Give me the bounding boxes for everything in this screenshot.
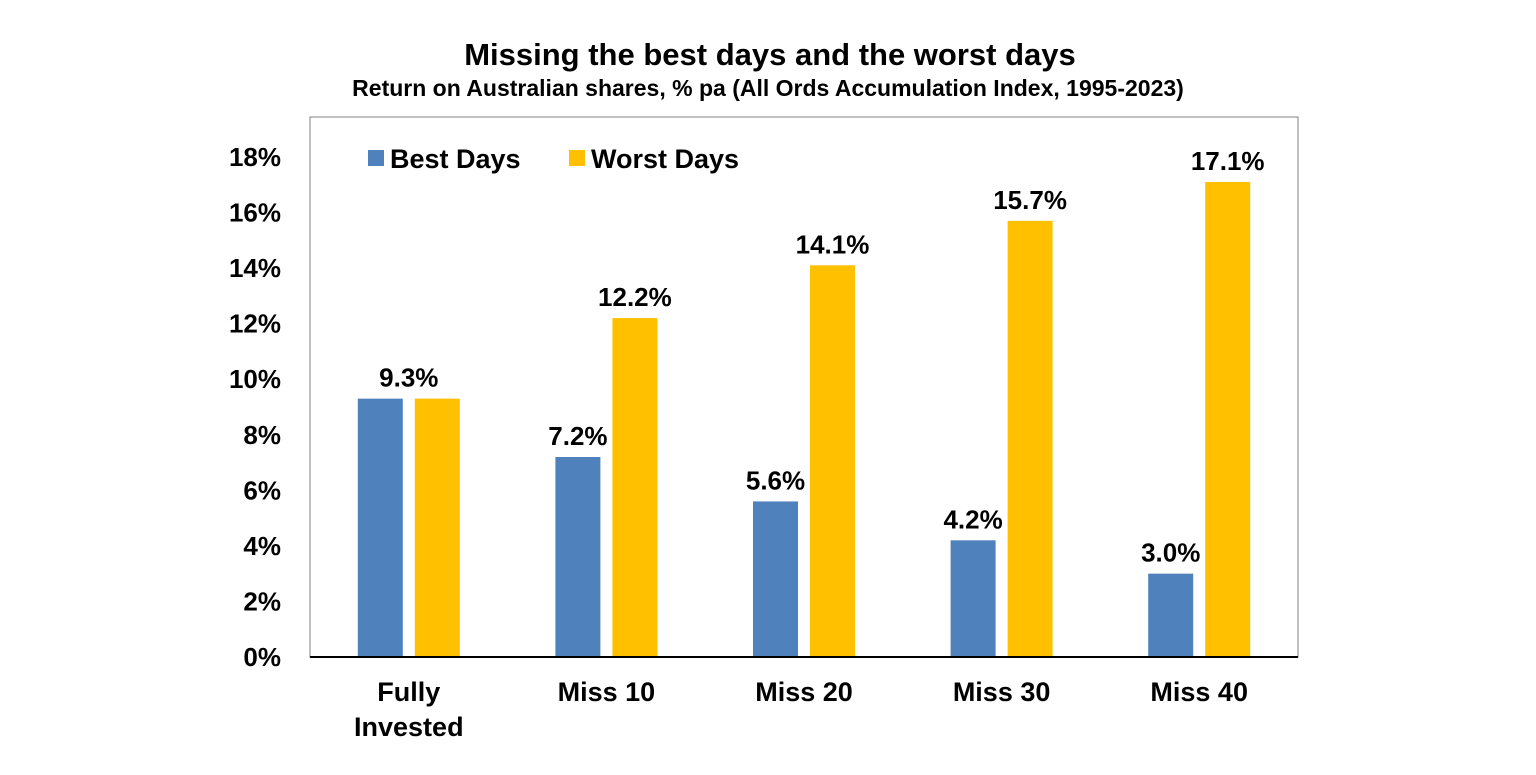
data-label: 3.0% bbox=[1141, 538, 1200, 568]
x-tick-label: Miss 20 bbox=[755, 677, 853, 707]
data-label: 15.7% bbox=[993, 185, 1067, 215]
chart-title: Missing the best days and the worst days bbox=[464, 37, 1076, 72]
bar-worst-days bbox=[810, 265, 855, 657]
legend-label-worst-days: Worst Days bbox=[591, 144, 739, 174]
bar-worst-days bbox=[1007, 220, 1053, 657]
x-tick-label: Miss 30 bbox=[953, 677, 1051, 707]
y-tick-label: 6% bbox=[243, 475, 281, 505]
bar-best-days bbox=[555, 456, 601, 657]
bar-worst-days bbox=[1205, 181, 1251, 657]
x-tick-label: Invested bbox=[354, 712, 464, 742]
bar-best-days bbox=[357, 398, 403, 657]
data-label: 12.2% bbox=[598, 282, 672, 312]
bar-worst-days bbox=[612, 318, 658, 657]
data-label: 9.3% bbox=[379, 363, 438, 393]
legend-swatch-best-days bbox=[368, 150, 384, 166]
y-tick-label: 18% bbox=[229, 142, 281, 172]
y-tick-label: 12% bbox=[229, 309, 281, 339]
y-tick-label: 10% bbox=[229, 364, 281, 394]
legend-label-best-days: Best Days bbox=[390, 144, 521, 174]
data-label: 14.1% bbox=[796, 229, 870, 259]
bars bbox=[357, 181, 1251, 657]
y-tick-label: 0% bbox=[243, 642, 281, 672]
x-axis-tick-labels: Fully Invested Miss 10 Miss 20 Miss 30 Miss 4… bbox=[354, 677, 1248, 742]
y-tick-label: 2% bbox=[243, 586, 281, 616]
bar-best-days bbox=[1148, 573, 1194, 657]
legend: Best Days Worst Days bbox=[368, 144, 739, 174]
bar-best-days bbox=[950, 540, 996, 657]
data-label: 4.2% bbox=[943, 504, 1002, 534]
x-tick-label: Miss 10 bbox=[558, 677, 656, 707]
y-tick-label: 4% bbox=[243, 531, 281, 561]
bar-best-days bbox=[753, 501, 798, 657]
data-label: 7.2% bbox=[548, 421, 607, 451]
y-tick-label: 16% bbox=[229, 198, 281, 228]
data-label: 5.6% bbox=[746, 465, 805, 495]
x-tick-label: Miss 40 bbox=[1150, 677, 1248, 707]
x-tick-label: Fully bbox=[377, 677, 440, 707]
y-axis-tick-labels: 0% 2% 4% 6% 8% 10% 12% 14% 16% 18% bbox=[229, 142, 281, 672]
chart-subtitle: Return on Australian shares, % pa (All O… bbox=[352, 75, 1184, 101]
bar-worst-days bbox=[414, 398, 460, 657]
data-labels: 9.3% 7.2% 12.2% 5.6% 14.1% 4.2% 15.7% 3.0% 17.1% bbox=[379, 146, 1264, 568]
data-label: 17.1% bbox=[1191, 146, 1265, 176]
y-tick-label: 14% bbox=[229, 253, 281, 283]
y-tick-label: 8% bbox=[243, 420, 281, 450]
legend-swatch-worst-days bbox=[569, 150, 585, 166]
